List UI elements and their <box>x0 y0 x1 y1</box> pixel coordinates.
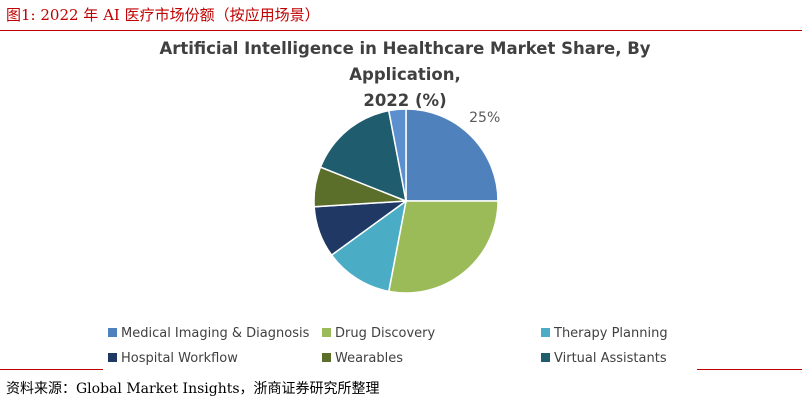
legend-swatch-medical-imaging-diagnosis <box>108 328 117 337</box>
pie-slice-other <box>387 108 407 202</box>
chart-title: Artificial Intelligence in Healthcare Ma… <box>120 36 690 114</box>
legend-label-drug-discovery: Drug Discovery <box>335 326 436 341</box>
legend-label-medical-imaging-diagnosis: Medical Imaging & Diagnosis <box>121 326 310 341</box>
legend-label-wearables: Wearables <box>335 351 403 366</box>
legend-label-therapy-planning: Therapy Planning <box>553 326 668 341</box>
legend-swatch-therapy-planning <box>541 328 550 337</box>
legend-label-hospital-workflow: Hospital Workflow <box>121 351 238 366</box>
legend-swatch-hospital-workflow <box>108 353 117 362</box>
pie-slice-therapy-planning <box>330 199 408 293</box>
data-label-medical-imaging-diagnosis: 25% <box>469 110 500 126</box>
pie-slice-drug-discovery <box>387 200 499 294</box>
legend-swatch-drug-discovery <box>322 328 331 337</box>
source-note: 资料来源：Global Market Insights，浙商证券研究所整理 <box>6 381 380 397</box>
chart-legend: Medical Imaging & Diagnosis Drug Discover… <box>108 326 668 366</box>
top-divider <box>0 30 802 31</box>
pie-data-labels: 25% <box>469 110 500 126</box>
pie-slices <box>313 108 499 294</box>
legend-label-virtual-assistants: Virtual Assistants <box>554 351 667 366</box>
pie-slice-medical-imaging-diagnosis <box>405 108 499 202</box>
legend-swatch-wearables <box>322 353 331 362</box>
figure-caption: 图1: 2022 年 AI 医疗市场份额（按应用场景） <box>6 6 320 24</box>
pie-slice-virtual-assistants <box>319 109 407 203</box>
legend-swatch-virtual-assistants <box>541 353 550 362</box>
bottom-divider-right <box>697 369 802 370</box>
chart-title-line-2: 2022 (%) <box>363 91 447 110</box>
bottom-divider-left <box>0 369 103 370</box>
chart-title-line-1: Artificial Intelligence in Healthcare Ma… <box>159 39 651 84</box>
